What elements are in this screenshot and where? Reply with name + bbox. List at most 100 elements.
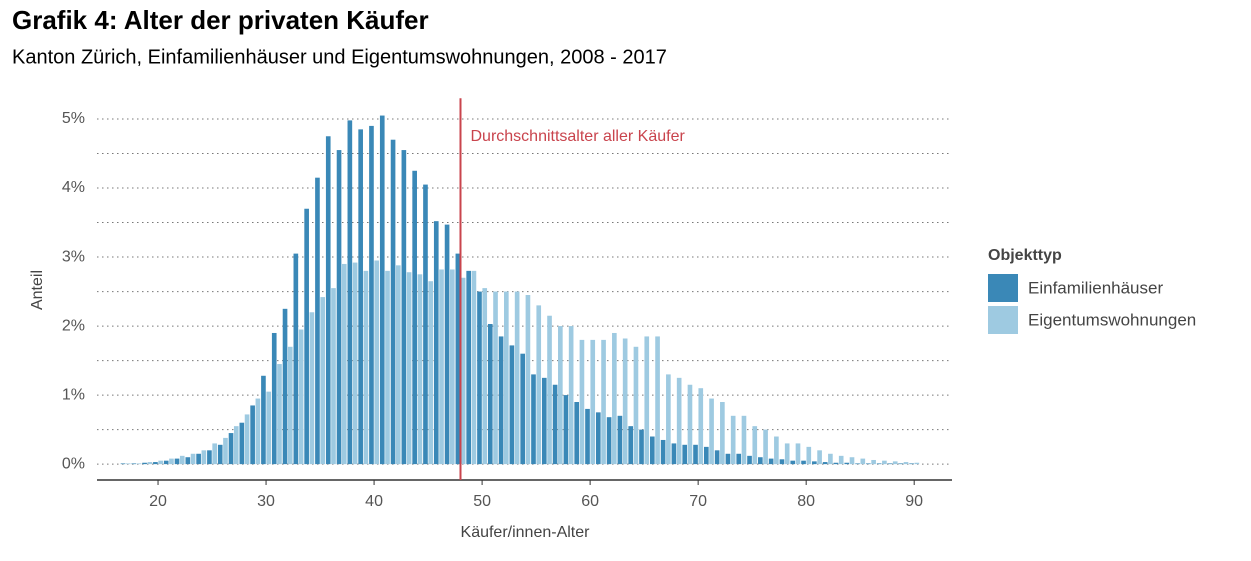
bar xyxy=(563,395,569,465)
mean-annotation: Durchschnittsalter aller Käufer xyxy=(470,128,685,145)
bar xyxy=(255,398,261,465)
bar xyxy=(185,457,191,465)
bar xyxy=(536,305,542,465)
bar xyxy=(660,439,666,465)
bar xyxy=(379,115,385,465)
bar xyxy=(649,436,655,465)
bar xyxy=(606,417,612,465)
bar xyxy=(320,297,326,465)
bar xyxy=(595,412,601,465)
bar xyxy=(239,422,245,465)
bar xyxy=(433,221,439,465)
bar xyxy=(795,443,801,465)
bar xyxy=(871,459,876,465)
y-tick-label: 0% xyxy=(62,455,85,472)
bar xyxy=(417,274,423,465)
bar xyxy=(196,453,201,465)
bar xyxy=(466,270,471,465)
bar xyxy=(779,459,785,465)
bar xyxy=(163,460,169,465)
bar xyxy=(730,415,736,465)
bar xyxy=(390,139,396,465)
bar xyxy=(909,463,914,465)
bar xyxy=(747,455,752,465)
bar xyxy=(617,415,623,465)
bar xyxy=(423,184,428,465)
legend-title: Objekttyp xyxy=(988,247,1062,264)
bar xyxy=(509,345,515,465)
bar xyxy=(898,463,904,465)
bar xyxy=(639,429,644,465)
bar xyxy=(455,253,461,465)
bar xyxy=(201,450,207,465)
bar xyxy=(790,460,796,465)
bar xyxy=(693,444,698,465)
bar xyxy=(266,391,272,465)
bar xyxy=(331,288,336,465)
bar xyxy=(833,462,839,465)
bar xyxy=(228,433,234,465)
bar xyxy=(541,377,547,465)
bar xyxy=(271,332,277,465)
bar xyxy=(223,437,228,465)
bar xyxy=(585,408,590,465)
bar xyxy=(449,269,455,465)
bar xyxy=(153,462,158,465)
bar xyxy=(158,460,163,465)
bar xyxy=(838,455,844,465)
bar xyxy=(401,150,407,465)
bar xyxy=(682,444,688,465)
x-tick-label: 20 xyxy=(149,493,167,510)
bar xyxy=(855,463,860,465)
bar xyxy=(590,339,596,465)
bar xyxy=(477,291,482,465)
bar xyxy=(736,453,742,465)
bar xyxy=(277,364,282,465)
bar xyxy=(531,374,536,465)
bar xyxy=(304,208,309,465)
bar xyxy=(520,353,526,465)
bar xyxy=(169,458,174,465)
bar xyxy=(287,346,293,465)
y-tick-label: 4% xyxy=(62,179,85,196)
bar xyxy=(801,460,806,465)
bar xyxy=(768,458,774,465)
bar xyxy=(525,295,531,465)
bar xyxy=(903,462,909,465)
bar xyxy=(460,277,466,465)
bar xyxy=(860,458,866,465)
x-tick-label: 40 xyxy=(365,493,383,510)
bar xyxy=(190,453,196,465)
bar xyxy=(309,312,315,465)
bar xyxy=(558,326,563,465)
bar xyxy=(412,170,417,465)
bar xyxy=(406,272,412,465)
bar xyxy=(866,463,871,465)
bar xyxy=(498,336,504,465)
bar xyxy=(136,463,142,465)
bar xyxy=(358,129,363,465)
bar xyxy=(439,269,444,465)
bar xyxy=(369,125,374,465)
bar xyxy=(504,291,509,465)
bar xyxy=(849,457,855,465)
legend-swatch xyxy=(988,274,1018,302)
bar xyxy=(293,253,299,465)
bar xyxy=(752,426,758,465)
x-tick-label: 60 xyxy=(581,493,599,510)
bar xyxy=(709,398,714,465)
bar xyxy=(774,436,779,465)
bar xyxy=(698,388,704,465)
bar xyxy=(844,462,850,465)
x-tick-label: 80 xyxy=(797,493,815,510)
bar xyxy=(142,462,147,465)
bar xyxy=(876,463,882,465)
bar xyxy=(828,453,833,465)
bar xyxy=(822,462,828,465)
bar xyxy=(374,260,380,465)
bar xyxy=(298,329,304,465)
bar xyxy=(363,270,369,465)
bar xyxy=(244,414,250,465)
